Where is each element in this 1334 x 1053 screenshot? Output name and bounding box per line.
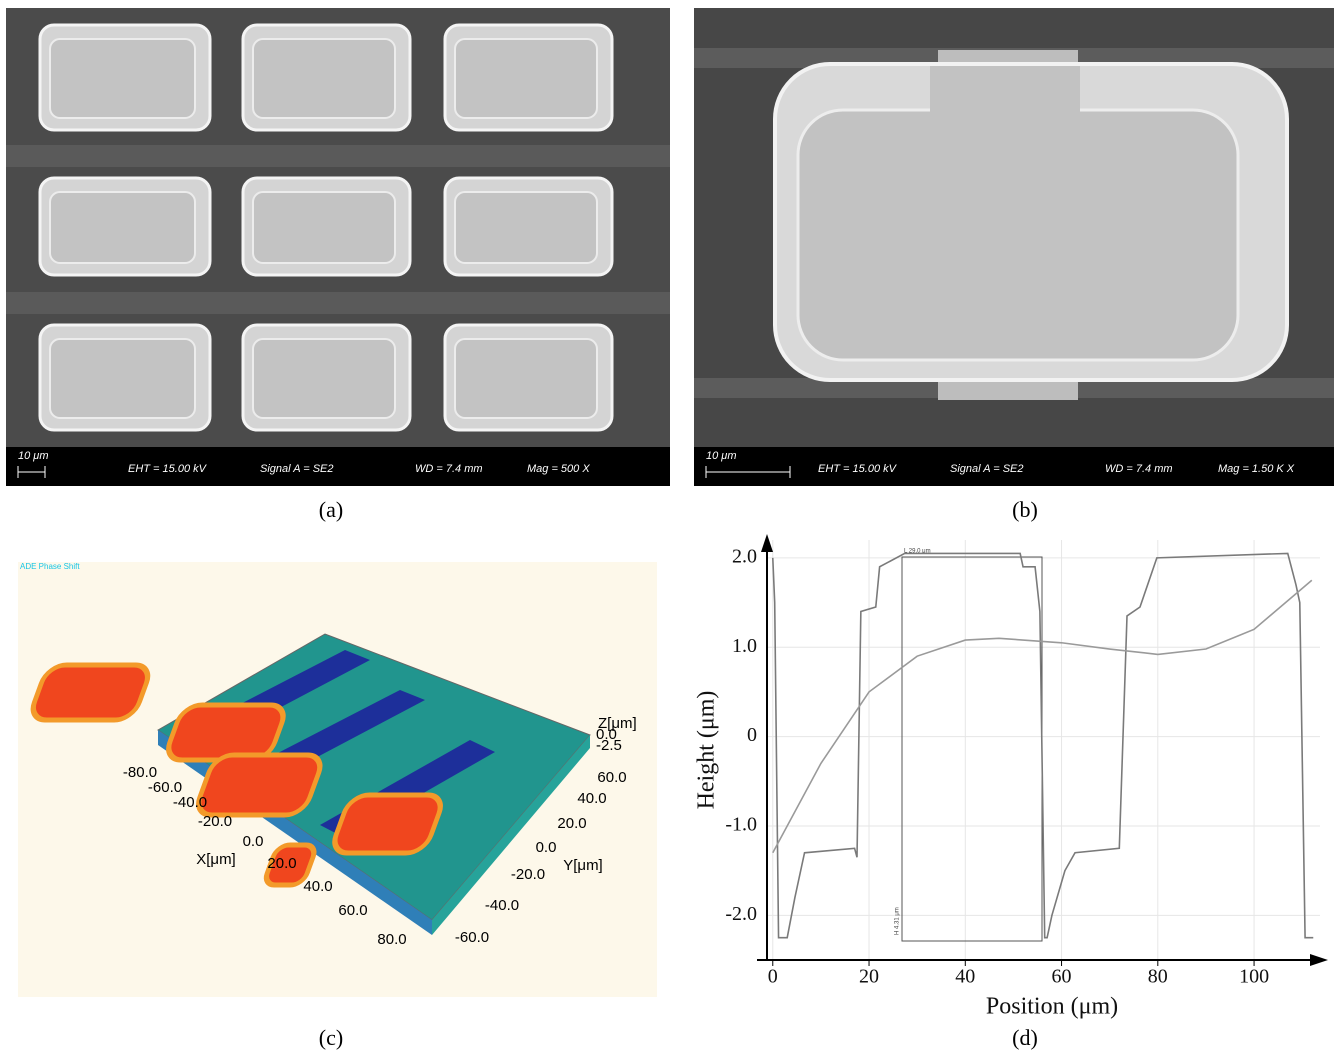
x-tick-label: 40.0: [303, 878, 332, 895]
x-axis-arrow: [1310, 954, 1328, 966]
x-tick-label: 60.0: [338, 902, 367, 919]
x-tick-label: 40: [955, 966, 975, 988]
pad-inner: [50, 339, 195, 418]
y-tick-label: 0: [747, 724, 757, 746]
sem-image-b: [694, 8, 1334, 486]
eht: EHT = 15.00 kV: [128, 463, 208, 475]
measure-box: [902, 557, 1042, 941]
mag: Mag = 500 X: [527, 463, 590, 475]
wd: WD = 7.4 mm: [415, 463, 483, 475]
y-axis-label: Height (μm): [694, 691, 720, 810]
caption: (c): [319, 1025, 343, 1050]
plot-title: ADE Phase Shift: [20, 562, 80, 571]
y-tick-label: 40.0: [577, 790, 606, 807]
x-axis-label: Position (μm): [986, 994, 1118, 1020]
y-tick-label: -60.0: [455, 929, 489, 946]
signal: Signal A = SE2: [950, 463, 1023, 475]
x-tick-label: -40.0: [173, 794, 207, 811]
sem-image-a: [6, 8, 670, 486]
signal: Signal A = SE2: [260, 463, 333, 475]
wd: WD = 7.4 mm: [1105, 463, 1173, 475]
pad-inner: [253, 192, 395, 263]
caption: (a): [319, 497, 343, 522]
x-tick-label: 100: [1239, 966, 1269, 988]
pad-inner: [50, 192, 195, 263]
y-tick-label: 0.0: [536, 839, 557, 856]
figure: 10 μm EHT = 15.00 kV Signal A = SE2 WD =…: [0, 0, 1334, 1053]
x-tick-label: 0.0: [243, 833, 264, 850]
pad-inner: [455, 339, 597, 418]
y-tick-label: -2.0: [725, 903, 757, 925]
data-line: [773, 553, 1313, 937]
x-tick-label: 20.0: [267, 855, 296, 872]
z-tick-label: -2.5: [596, 737, 622, 754]
surface-3d: [18, 562, 657, 997]
scale-label: 10 μm: [18, 450, 48, 462]
caption: (b): [1012, 497, 1038, 522]
x-tick-label: 0: [768, 966, 778, 988]
pad-inner: [50, 39, 195, 118]
y-tick-label: 60.0: [597, 769, 626, 786]
x-axis-label: X[μm]: [196, 851, 235, 868]
x-tick-label: 20: [859, 966, 879, 988]
y-tick-label: -40.0: [485, 897, 519, 914]
y-axis-label: Y[μm]: [563, 857, 602, 874]
pad-inner: [253, 339, 395, 418]
annotation: H 4.31 μm: [895, 907, 901, 935]
y-axis-arrow: [761, 534, 773, 552]
x-tick-label: -20.0: [198, 813, 232, 830]
y-tick-label: 20.0: [557, 815, 586, 832]
figure-canvas: 10 μm EHT = 15.00 kV Signal A = SE2 WD =…: [0, 0, 1334, 1053]
x-tick-label: 60: [1052, 966, 1072, 988]
x-tick-label: 80: [1148, 966, 1168, 988]
scale-label: 10 μm: [706, 450, 736, 462]
caption: (d): [1012, 1025, 1038, 1050]
pad-inner: [455, 39, 597, 118]
mag: Mag = 1.50 K X: [1218, 463, 1295, 475]
y-tick-label: 1.0: [732, 635, 757, 657]
x-tick-label: 80.0: [377, 931, 406, 948]
pad-inner: [253, 39, 395, 118]
pad-inner: [455, 192, 597, 263]
y-tick-label: -1.0: [725, 814, 757, 836]
y-tick-label: 2.0: [732, 545, 757, 567]
y-tick-label: -20.0: [511, 866, 545, 883]
eht: EHT = 15.00 kV: [818, 463, 898, 475]
